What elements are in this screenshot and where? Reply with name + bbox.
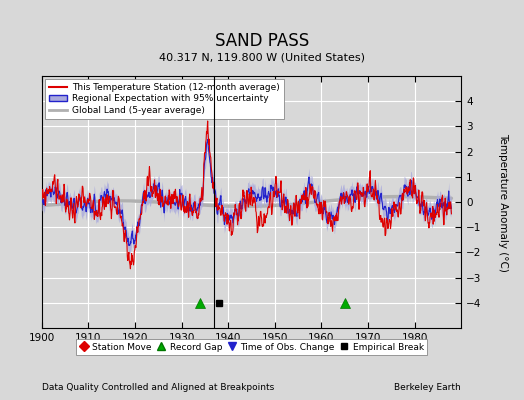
Text: Data Quality Controlled and Aligned at Breakpoints: Data Quality Controlled and Aligned at B… — [42, 383, 274, 392]
Text: 40.317 N, 119.800 W (United States): 40.317 N, 119.800 W (United States) — [159, 52, 365, 62]
Text: Berkeley Earth: Berkeley Earth — [395, 383, 461, 392]
Legend: Station Move, Record Gap, Time of Obs. Change, Empirical Break: Station Move, Record Gap, Time of Obs. C… — [76, 339, 427, 355]
Text: SAND PASS: SAND PASS — [215, 32, 309, 50]
Y-axis label: Temperature Anomaly (°C): Temperature Anomaly (°C) — [498, 132, 508, 272]
Legend: This Temperature Station (12-month average), Regional Expectation with 95% uncer: This Temperature Station (12-month avera… — [45, 79, 284, 119]
